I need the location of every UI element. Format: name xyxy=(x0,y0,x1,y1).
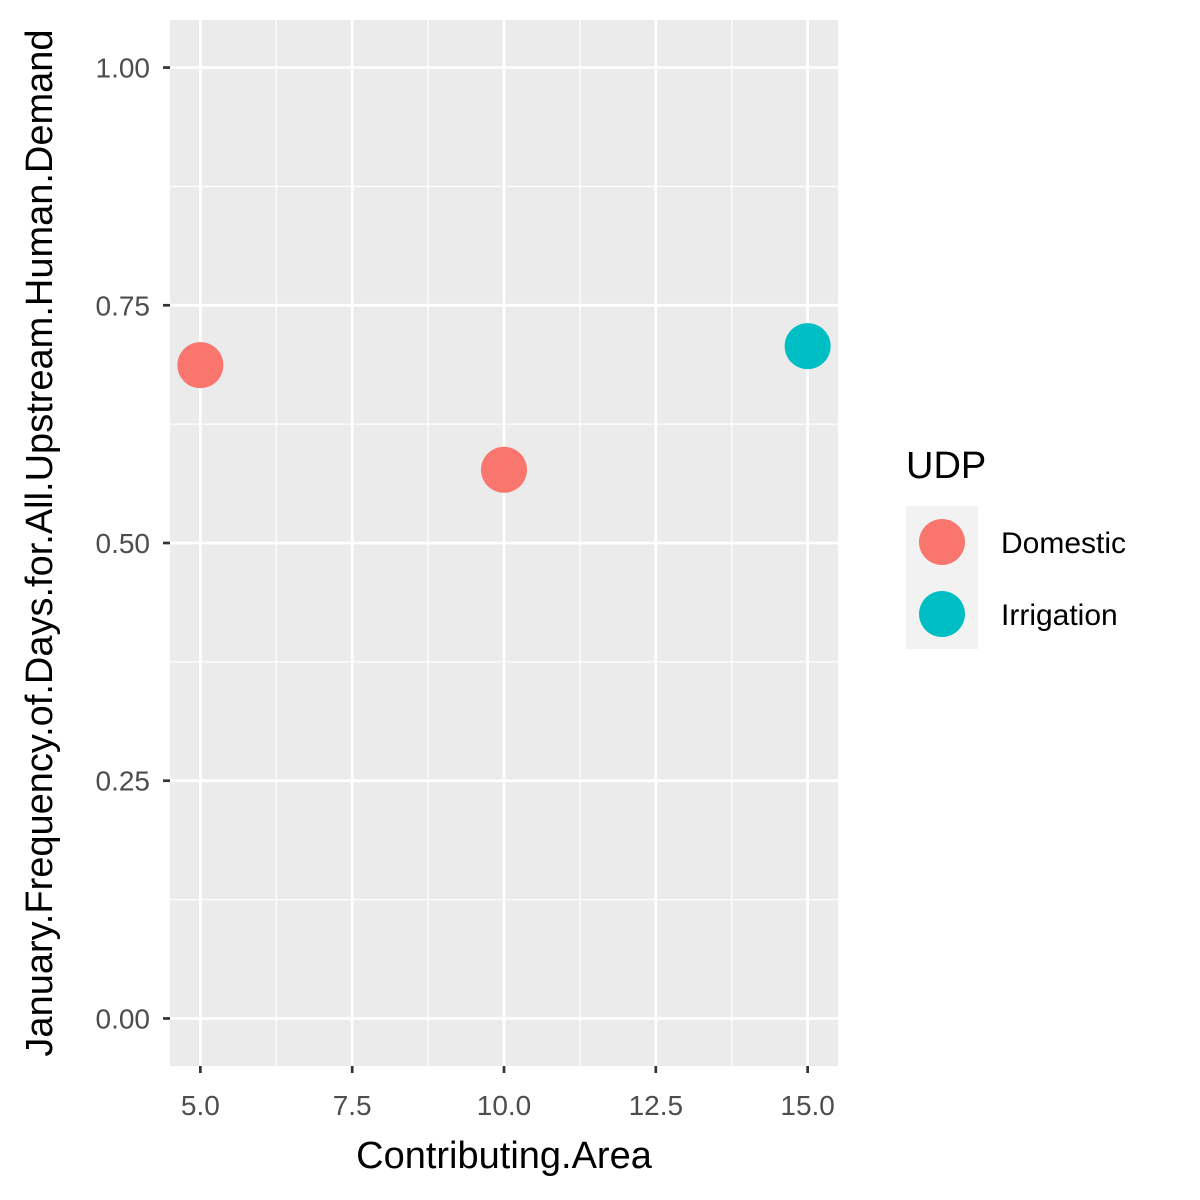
x-axis-title: Contributing.Area xyxy=(356,1135,653,1177)
y-axis: 0.00 0.25 0.50 0.75 1.00 xyxy=(96,53,170,1034)
x-tick-label: 7.5 xyxy=(333,1090,372,1121)
legend-title: UDP xyxy=(906,445,986,487)
x-tick-label: 5.0 xyxy=(181,1090,220,1121)
y-tick-label: 0.00 xyxy=(96,1003,151,1034)
y-axis-title: January.Frequency.of.Days.for.All.Upstre… xyxy=(19,29,61,1056)
data-point-domestic xyxy=(481,446,527,493)
legend: UDP Domestic Irrigation xyxy=(906,445,1126,649)
data-point-domestic xyxy=(177,342,224,389)
y-tick-label: 0.50 xyxy=(96,528,151,559)
data-points xyxy=(177,323,831,493)
legend-label: Domestic xyxy=(1001,527,1126,560)
y-tick-label: 0.25 xyxy=(96,766,151,797)
y-tick-label: 1.00 xyxy=(96,53,151,84)
legend-label: Irrigation xyxy=(1001,599,1118,632)
x-tick-label: 10.0 xyxy=(477,1090,532,1121)
grid-lines xyxy=(170,20,838,1066)
x-tick-label: 15.0 xyxy=(780,1090,835,1121)
y-tick-label: 0.75 xyxy=(96,290,151,321)
data-point-irrigation xyxy=(784,323,831,370)
x-tick-label: 12.5 xyxy=(629,1090,684,1121)
legend-key-irrigation xyxy=(919,591,965,637)
legend-key-domestic xyxy=(919,519,965,565)
x-axis: 5.0 7.5 10.0 12.5 15.0 xyxy=(181,1066,835,1121)
